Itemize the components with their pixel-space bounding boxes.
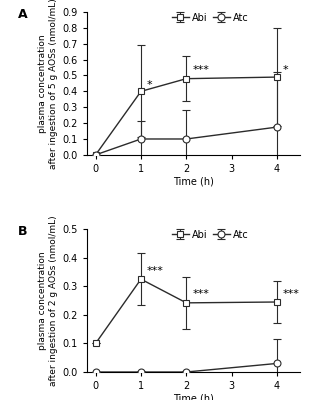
- Y-axis label: plasma concentration
after ingestion of 2 g AOSs (nmol/mL): plasma concentration after ingestion of …: [38, 215, 58, 386]
- Text: ***: ***: [192, 289, 209, 299]
- Text: *: *: [147, 80, 152, 90]
- Y-axis label: plasma concentration
after ingestion of 5 g AOSs (nmol/mL): plasma concentration after ingestion of …: [38, 0, 58, 169]
- Text: ***: ***: [147, 266, 164, 276]
- Legend: Abi, Atc: Abi, Atc: [171, 230, 249, 240]
- X-axis label: Time (h): Time (h): [173, 394, 214, 400]
- Legend: Abi, Atc: Abi, Atc: [171, 12, 249, 22]
- Text: ***: ***: [192, 66, 209, 76]
- Text: A: A: [18, 8, 28, 21]
- Text: *: *: [283, 66, 289, 76]
- X-axis label: Time (h): Time (h): [173, 177, 214, 187]
- Text: B: B: [18, 225, 28, 238]
- Text: ***: ***: [283, 289, 300, 299]
